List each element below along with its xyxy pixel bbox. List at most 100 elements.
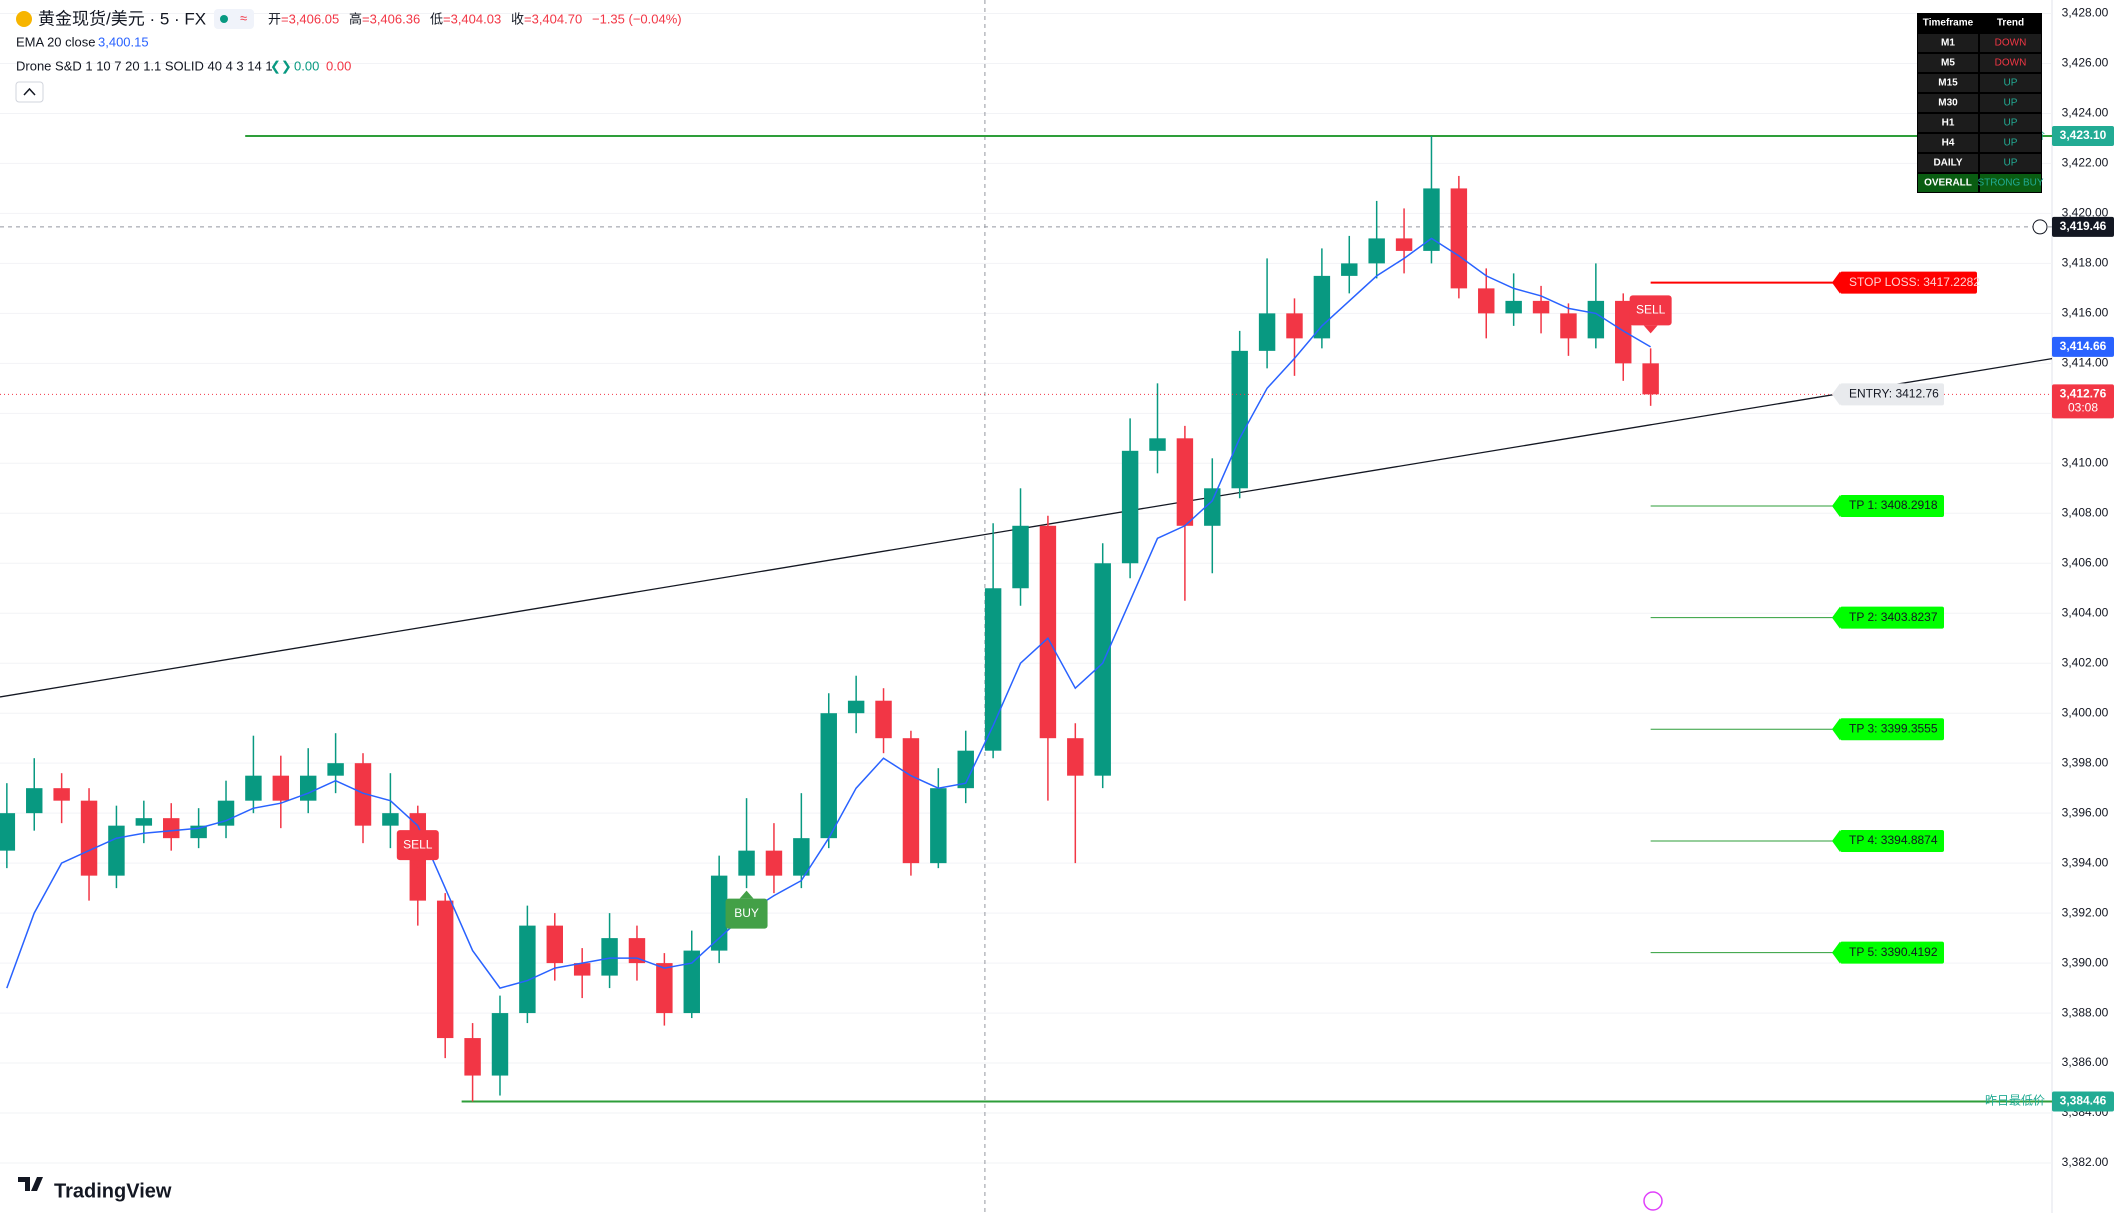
price-label: 3,412.76 xyxy=(2060,387,2107,401)
signal-label: SELL xyxy=(403,837,433,851)
candle-body xyxy=(1121,450,1139,564)
ema-line xyxy=(6,237,1651,989)
risk-label-pointer xyxy=(1832,718,1840,741)
legend-header: 黄金现货/美元 · 5 · FX ≈ 开 =3,406.05 高 =3,406.36 低… xyxy=(15,9,682,103)
candle-body xyxy=(1094,563,1111,776)
candle-body xyxy=(272,775,290,801)
signal-pointer xyxy=(410,860,425,869)
timeframe: H1 xyxy=(1942,118,1955,129)
candle-body xyxy=(984,588,1002,751)
table-cell xyxy=(1980,34,2041,52)
candle-body xyxy=(491,1013,509,1076)
candle-body xyxy=(1423,188,1440,251)
table-cell xyxy=(1918,154,1978,172)
risk-label-box xyxy=(1840,494,1944,517)
table-cell xyxy=(1980,74,2041,92)
y-tick-label: 3,428.00 xyxy=(2062,6,2109,20)
table-cell xyxy=(1980,134,2041,152)
trend-table: Timeframe Trend M1 DOWN M5 DOWN M15 UP M30 UP H1 UP… xyxy=(1917,13,2044,193)
logo-text: TradingView xyxy=(54,1180,172,1202)
ohlc-value: =3,406.05 xyxy=(281,11,339,26)
risk-label-box xyxy=(1840,941,1944,964)
lightning-icon[interactable] xyxy=(1643,1191,1663,1211)
candle-body xyxy=(628,938,646,964)
status-dot xyxy=(220,15,228,23)
candle-body xyxy=(738,850,755,876)
y-tick-label: 3,386.00 xyxy=(2062,1055,2109,1069)
collapse-button[interactable] xyxy=(15,81,44,103)
table-cell xyxy=(1918,34,1978,52)
candle-body xyxy=(957,750,974,789)
table-cell xyxy=(1980,94,2041,112)
candle-body xyxy=(1204,488,1221,526)
table-header: Trend xyxy=(1997,18,2024,29)
timeframe: H4 xyxy=(1942,138,1955,149)
indicator: Drone S&D 1 10 7 20 1.1 SOLID 40 4 3 14 … xyxy=(16,58,273,73)
ohlc-value: =3,406.36 xyxy=(362,11,420,26)
candle-body xyxy=(327,763,344,776)
risk-label-pointer xyxy=(1832,606,1840,629)
price-label: 3,419.46 xyxy=(2060,219,2107,233)
candle-body xyxy=(546,925,563,964)
trend: UP xyxy=(2004,158,2018,169)
ohlc-name: 开 xyxy=(268,11,281,26)
ohlc-value: =3,404.03 xyxy=(443,11,501,26)
trend: UP xyxy=(2004,118,2018,129)
candle-body xyxy=(1231,350,1248,489)
candle-body xyxy=(573,963,591,976)
candle-body xyxy=(601,938,618,976)
ohlc-name: 低 xyxy=(430,11,443,26)
candle-body xyxy=(1587,300,1605,339)
y-tick-label: 3,420.00 xyxy=(2062,206,2109,220)
risk-label: TP 1: 3408.2918 xyxy=(1849,498,1938,512)
candle-body xyxy=(1478,288,1495,314)
risk-label: TP 3: 3399.3555 xyxy=(1849,721,1938,735)
risk-label-pointer xyxy=(1832,271,1840,294)
risk-label: TP 2: 3403.8237 xyxy=(1849,610,1938,624)
candle-body xyxy=(683,950,700,1014)
signal-box xyxy=(725,898,768,929)
candle-body xyxy=(1642,363,1659,395)
ema-value: 3,400.15 xyxy=(98,34,149,49)
level-label: 昨日最低价 xyxy=(1985,1094,2045,1108)
candle-body xyxy=(1395,238,1413,251)
risk-label: TP 5: 3390.4192 xyxy=(1849,945,1938,959)
status-icon: ≈ xyxy=(240,10,247,25)
candle-body xyxy=(1039,525,1057,739)
y-tick-label: 3,390.00 xyxy=(2062,955,2109,969)
candle-body xyxy=(0,813,16,851)
risk-label-box xyxy=(1840,606,1944,629)
candle-body xyxy=(53,788,70,801)
signal-box xyxy=(396,830,439,861)
signal-label: SELL xyxy=(1636,303,1666,317)
trend: DOWN xyxy=(1995,38,2027,49)
candle-body xyxy=(436,900,454,1039)
candle-body xyxy=(765,850,783,876)
price-label-box xyxy=(2052,216,2114,237)
collapse-icon xyxy=(23,87,36,96)
candle-body xyxy=(930,788,947,864)
candle-body xyxy=(1450,188,1468,289)
table-cell xyxy=(1980,54,2041,72)
candle-body xyxy=(245,775,262,801)
ohlc-name: 高 xyxy=(349,11,362,26)
candle-body xyxy=(1368,238,1385,264)
price-label-countdown: 03:08 xyxy=(2068,401,2098,415)
y-tick-label: 3,382.00 xyxy=(2062,1155,2109,1169)
risk-label-pointer xyxy=(1832,494,1840,517)
ohlc-value: =3,404.70 xyxy=(524,11,582,26)
y-tick-label: 3,410.00 xyxy=(2062,455,2109,469)
y-tick-label: 3,422.00 xyxy=(2062,156,2109,170)
trend: DOWN xyxy=(1995,58,2027,69)
y-tick-label: 3,404.00 xyxy=(2062,605,2109,619)
candle-body xyxy=(1176,438,1194,526)
y-tick-label: 3,416.00 xyxy=(2062,306,2109,320)
trend: UP xyxy=(2004,78,2018,89)
price-label: 3,423.10 xyxy=(2060,128,2107,142)
price-label-box xyxy=(2052,125,2114,146)
table-cell xyxy=(1980,174,2041,192)
table-cell xyxy=(1918,94,1978,112)
add-alert-button[interactable] xyxy=(2032,219,2048,235)
